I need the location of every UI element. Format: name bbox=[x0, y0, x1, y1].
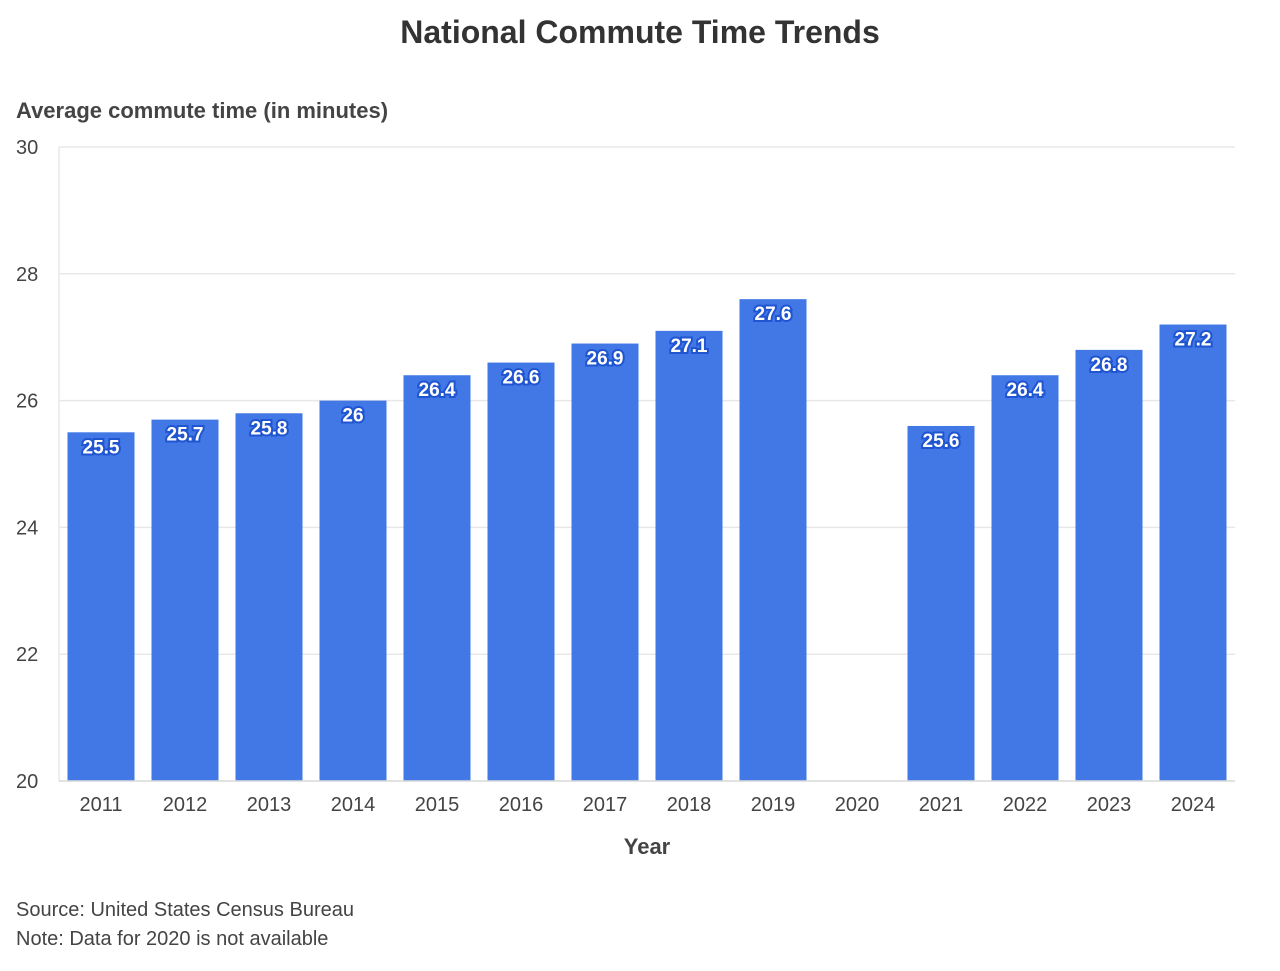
y-tick-label: 24 bbox=[16, 517, 38, 539]
source-note: Source: United States Census Bureau bbox=[16, 899, 354, 921]
data-label: 27.6 bbox=[755, 304, 792, 325]
x-tick-label: 2020 bbox=[835, 794, 880, 816]
y-tick-label: 30 bbox=[16, 137, 38, 159]
data-label: 26.9 bbox=[587, 349, 624, 370]
data-label: 27.2 bbox=[1175, 330, 1212, 351]
y-tick-label: 26 bbox=[16, 391, 38, 413]
x-tick-label: 2023 bbox=[1087, 794, 1132, 816]
bar bbox=[907, 425, 975, 781]
y-tick-label: 22 bbox=[16, 644, 38, 666]
x-tick-label: 2024 bbox=[1171, 794, 1216, 816]
bar bbox=[235, 413, 303, 781]
y-axis-label: Average commute time (in minutes) bbox=[16, 98, 389, 123]
x-tick-label: 2011 bbox=[79, 794, 122, 816]
bar bbox=[991, 375, 1059, 781]
chart-title: National Commute Time Trends bbox=[400, 14, 880, 50]
x-tick-label: 2022 bbox=[1003, 794, 1048, 816]
bar bbox=[1075, 349, 1143, 781]
bar bbox=[1159, 324, 1227, 781]
bar bbox=[67, 432, 135, 781]
data-label: 26.4 bbox=[1007, 380, 1044, 401]
data-label: 25.8 bbox=[251, 418, 288, 439]
data-label: 26.6 bbox=[503, 368, 540, 389]
data-note: Note: Data for 2020 is not available bbox=[16, 928, 329, 950]
bar bbox=[739, 299, 807, 781]
data-label: 26.8 bbox=[1091, 355, 1128, 376]
x-tick-label: 2017 bbox=[583, 794, 628, 816]
x-tick-label: 2021 bbox=[919, 794, 964, 816]
data-label: 25.6 bbox=[923, 431, 960, 452]
x-tick-label: 2014 bbox=[331, 794, 376, 816]
bar bbox=[151, 419, 219, 781]
x-axis-label: Year bbox=[624, 834, 671, 859]
y-tick-label: 28 bbox=[16, 264, 38, 286]
bar-chart: 20222426283025.5201125.7201225.820132620… bbox=[16, 137, 1235, 859]
x-tick-label: 2013 bbox=[247, 794, 292, 816]
data-label: 27.1 bbox=[671, 336, 708, 357]
x-tick-label: 2015 bbox=[415, 794, 460, 816]
data-label: 25.5 bbox=[83, 437, 120, 458]
bar bbox=[403, 375, 471, 781]
x-tick-label: 2012 bbox=[163, 794, 208, 816]
x-tick-label: 2018 bbox=[667, 794, 712, 816]
data-label: 26 bbox=[342, 406, 363, 427]
data-label: 26.4 bbox=[419, 380, 456, 401]
bar bbox=[655, 330, 723, 781]
x-tick-label: 2019 bbox=[751, 794, 796, 816]
bar bbox=[571, 343, 639, 781]
bar bbox=[487, 362, 555, 781]
data-label: 25.7 bbox=[167, 425, 204, 446]
y-tick-label: 20 bbox=[16, 771, 38, 793]
bar bbox=[319, 400, 387, 781]
x-tick-label: 2016 bbox=[499, 794, 544, 816]
